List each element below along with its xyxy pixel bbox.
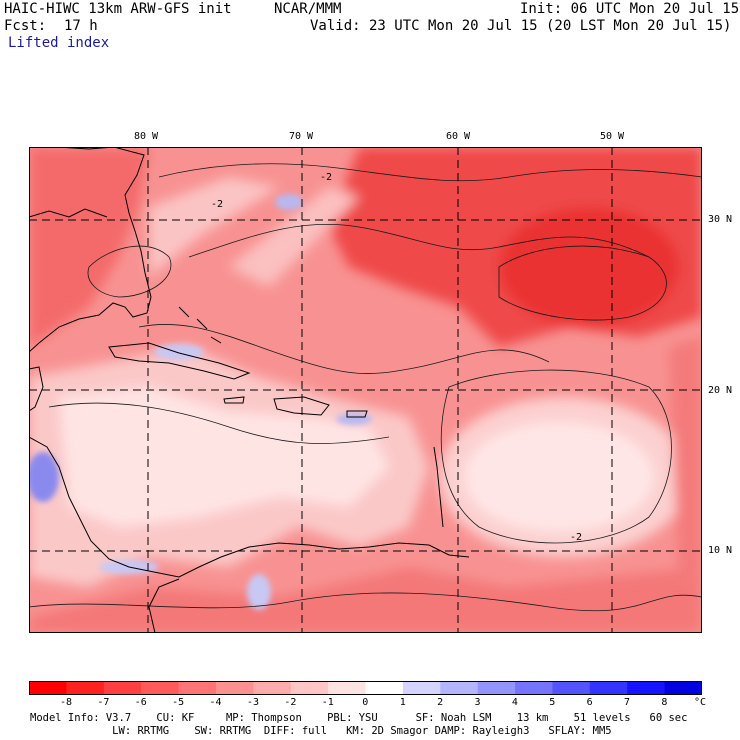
lon-label-70w: 70 W: [289, 131, 314, 142]
colorbar-cell: [215, 681, 254, 695]
init-time: Init: 06 UTC Mon 20 Jul 15: [520, 1, 740, 17]
colorbar-cell: [29, 681, 67, 695]
forecast-hour: 17 h: [64, 18, 98, 34]
contour-label-3: -2: [570, 532, 582, 543]
colorbar-tick-label: 2: [437, 697, 444, 708]
contour-e: [48, 402, 390, 444]
contour-label-2: -2: [211, 199, 223, 210]
lat-label-10n: 10 N: [708, 545, 733, 556]
colorbar-cell: [253, 681, 292, 695]
colorbar-cell: [477, 681, 516, 695]
colorbar-cell: [290, 681, 329, 695]
shade-east-core: [464, 422, 654, 532]
lon-label-60w: 60 W: [446, 131, 471, 142]
coast-us-east: [29, 147, 152, 353]
model-title: HAIC-HIWC 13km ARW-GFS init: [4, 1, 232, 17]
organization-label: NCAR/MMM: [274, 1, 342, 17]
colorbar-cell: [365, 681, 404, 695]
coast-central-america: [29, 436, 470, 578]
colorbar-tick-label: -5: [172, 697, 185, 708]
contour-label-1: -2: [320, 172, 332, 183]
contour-a: [158, 163, 702, 182]
colorbar-cell: [328, 681, 366, 695]
colorbar-cell: [440, 681, 479, 695]
colorbar-tick-label: 7: [624, 697, 631, 708]
shade-east-strip: [669, 337, 702, 587]
lat-label-30n: 30 N: [708, 214, 733, 225]
shade-caribbean-pale: [59, 387, 389, 527]
colorbar-cell: [664, 681, 702, 695]
colorbar-cell: [66, 681, 105, 695]
coast-lesser-antilles: [433, 446, 444, 528]
shade-south: [29, 567, 702, 633]
colorbar-cell: [103, 681, 142, 695]
contour-g: [498, 245, 667, 321]
shade-streak-1: [149, 177, 279, 277]
colorbar-tick-label: 5: [549, 697, 556, 708]
colorbar-cell: [627, 681, 666, 695]
contour-b: [188, 224, 650, 258]
colorbar: [29, 681, 702, 695]
colorbar-tick-label: 0: [362, 697, 369, 708]
colorbar-cell: [402, 681, 441, 695]
field-name: Lifted index: [8, 35, 110, 51]
footer-line-1: Model Info: V3.7 CU: KF MP: Thompson PBL…: [30, 712, 688, 724]
colorbar-frame: [29, 681, 702, 695]
map-frame: [29, 147, 702, 633]
coast-yucatan: [29, 366, 44, 412]
colorbar-tick-label: -3: [246, 697, 259, 708]
valid-time: Valid: 23 UTC Mon 20 Jul 15 (20 LST Mon …: [310, 18, 732, 34]
shade-nw: [29, 147, 149, 347]
lifted-index-map: -2 -2 -2: [29, 147, 702, 633]
colorbar-cell: [552, 681, 591, 695]
blue-bahamas: [275, 194, 303, 210]
colorbar-tick-label: -7: [97, 697, 110, 708]
shade-streak-2: [229, 187, 359, 287]
colorbar-unit: °C: [694, 697, 707, 708]
footer-line-2: LW: RRTMG SW: RRTMG DIFF: full KM: 2D Sm…: [30, 725, 612, 737]
contour-c: [138, 324, 550, 374]
contour-h: [87, 245, 172, 298]
coast-jamaica: [223, 396, 245, 404]
blue-venezuela: [247, 574, 271, 610]
colorbar-cell: [178, 681, 217, 695]
colorbar-cell: [589, 681, 628, 695]
colorbar-tick-label: -6: [134, 697, 147, 708]
lon-label-80w: 80 W: [134, 131, 159, 142]
colorbar-tick-label: -4: [209, 697, 222, 708]
coast-puerto-rico: [346, 410, 368, 418]
colorbar-cell: [141, 681, 180, 695]
colorbar-tick-label: -1: [321, 697, 334, 708]
lat-lon-grid: [29, 147, 702, 633]
blue-central-america: [29, 452, 59, 502]
blue-hispaniola: [336, 413, 372, 425]
colorbar-tick-label: 6: [586, 697, 593, 708]
contours: [29, 163, 702, 612]
contour-f: [29, 592, 702, 612]
colorbar-cells: [29, 681, 702, 695]
colorbar-tick-label: 1: [399, 697, 406, 708]
coast-cuba: [108, 342, 251, 380]
colorbar-tick-label: 3: [474, 697, 481, 708]
forecast-label: Fcst:: [4, 18, 47, 34]
contour-labels: -2 -2 -2: [211, 172, 582, 543]
lat-label-20n: 20 N: [708, 385, 733, 396]
lon-label-50w: 50 W: [600, 131, 625, 142]
coastlines: [29, 147, 470, 633]
colorbar-tick-label: 4: [511, 697, 518, 708]
shading-layer: [29, 147, 702, 633]
shade-core-ne: [499, 207, 679, 327]
coast-venezuela: [148, 578, 180, 633]
colorbar-cell: [515, 681, 553, 695]
coast-bahamas: [178, 306, 222, 344]
contour-d: [440, 369, 672, 544]
colorbar-tick-label: 8: [661, 697, 668, 708]
colorbar-tick-label: -8: [59, 697, 73, 708]
coast-gulf: [29, 208, 108, 218]
coast-hispaniola: [273, 396, 330, 416]
colorbar-tick-label: -2: [284, 697, 297, 708]
